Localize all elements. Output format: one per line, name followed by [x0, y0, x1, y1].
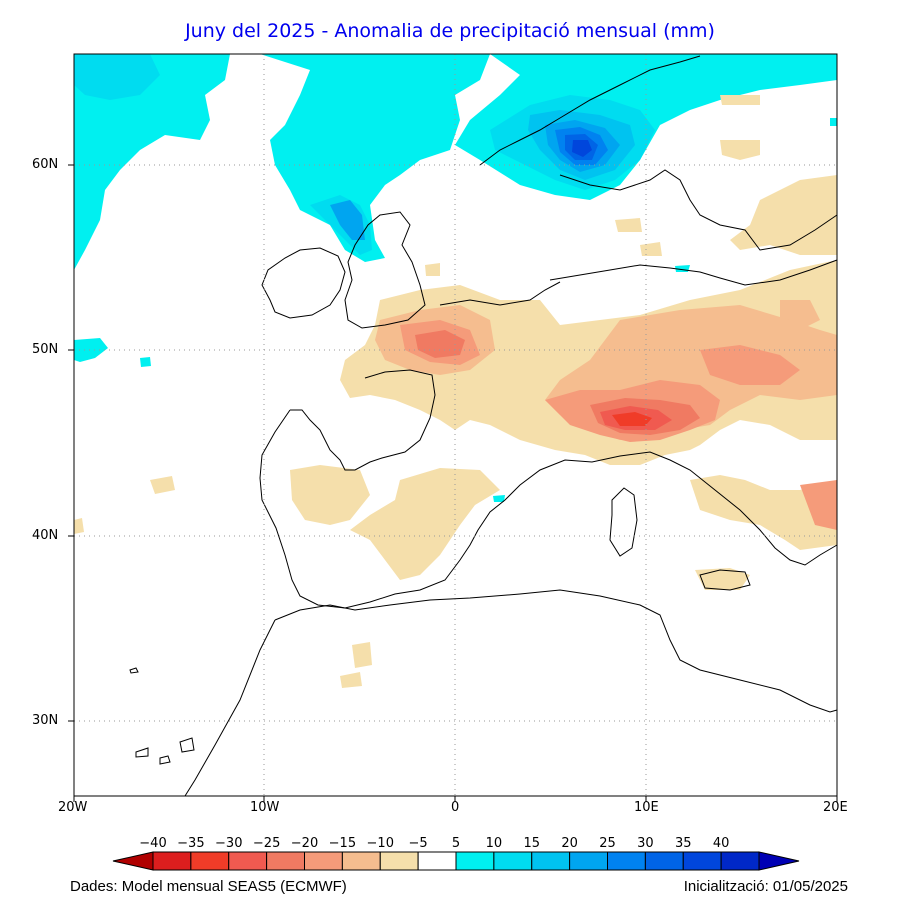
- lon-label: 20W: [58, 800, 88, 815]
- north-africa-coast: [274, 589, 838, 713]
- colorbar-swatch: [607, 851, 646, 871]
- colorbar-swatch: [190, 851, 230, 871]
- colorbar: −40 −35 −30 −25 −20 −15 −10 −5 5 10 15 20 25 30 35 40: [112, 836, 800, 871]
- colorbar-swatch: [531, 851, 571, 871]
- colorbar-swatch: [682, 851, 722, 871]
- lon-label: 20E: [823, 800, 848, 815]
- colorbar-tick-label: 5: [452, 836, 460, 851]
- colorbar-tick-label: −20: [291, 836, 318, 851]
- colorbar-tick-label: 35: [675, 836, 692, 851]
- axis-ticks: [68, 164, 838, 802]
- colorbar-tick-label: 30: [637, 836, 654, 851]
- colorbar-swatch: [379, 851, 419, 871]
- colorbar-tick-label: −15: [329, 836, 356, 851]
- colorbar-swatch: [493, 851, 533, 871]
- colorbar-swatch: [228, 851, 268, 871]
- colorbar-tick-label: −35: [177, 836, 204, 851]
- lon-label: 10W: [250, 800, 280, 815]
- lat-label: 30N: [32, 713, 59, 728]
- colorbar-swatch: [569, 851, 608, 871]
- colorbar-tick-label: −25: [253, 836, 280, 851]
- map-title: Juny del 2025 - Anomalia de precipitació…: [185, 20, 715, 42]
- dry-anomaly-areas: [74, 95, 837, 688]
- initialization-date: Inicialització: 01/05/2025: [683, 878, 848, 895]
- lat-label: 50N: [32, 342, 59, 357]
- baltic-south-coast: [549, 259, 838, 286]
- colorbar-tick-label: 25: [599, 836, 616, 851]
- colorbar-arrow-right: [758, 851, 800, 871]
- colorbar-swatch: [152, 851, 192, 871]
- great-britain-coast: [344, 211, 426, 329]
- coastlines: [129, 55, 838, 797]
- scandinavia-coast: [559, 169, 838, 251]
- low-countries-coast: [439, 281, 561, 306]
- colorbar-swatch: [266, 851, 305, 871]
- colorbar-tick-label: 15: [523, 836, 540, 851]
- colorbar-swatch: [341, 851, 381, 871]
- norway-coast: [479, 55, 701, 166]
- data-source-note: Dades: Model mensual SEAS5 (ECMWF): [70, 878, 347, 895]
- colorbar-swatch: [644, 851, 684, 871]
- lon-label: 0: [451, 800, 460, 815]
- colorbar-swatch: [304, 851, 343, 871]
- colorbar-arrow-left: [112, 851, 154, 871]
- sicily-coast: [699, 569, 751, 591]
- colorbar-swatch: [455, 851, 495, 871]
- sardinia-corsica: [609, 487, 638, 557]
- lat-label: 40N: [32, 528, 59, 543]
- colorbar-tick-label: −30: [215, 836, 242, 851]
- france-west-coast: [290, 369, 436, 471]
- wet-anomaly-areas: [74, 54, 837, 502]
- graticule: [74, 54, 837, 796]
- lon-label: 10E: [634, 800, 659, 815]
- colorbar-tick-label: 20: [561, 836, 578, 851]
- ireland-coast: [261, 247, 346, 319]
- colorbar-tick-label: −5: [409, 836, 428, 851]
- colorbar-tick-label: 10: [486, 836, 503, 851]
- colorbar-tick-label: −10: [367, 836, 394, 851]
- colorbar-tick-label: −40: [139, 836, 166, 851]
- lat-label: 60N: [32, 157, 59, 172]
- iberia-med-coast: [259, 409, 838, 609]
- colorbar-tick-label: 40: [713, 836, 730, 851]
- colorbar-swatch: [720, 851, 760, 871]
- colorbar-swatch: [417, 851, 457, 871]
- morocco-coast: [184, 619, 276, 797]
